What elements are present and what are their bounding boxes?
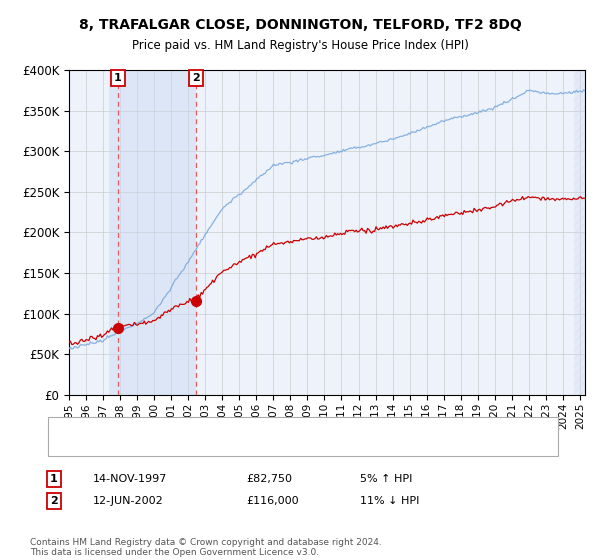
Text: HPI: Average price, detached house, Telford and Wrekin: HPI: Average price, detached house, Telf…: [102, 443, 379, 453]
Text: 2: 2: [192, 73, 200, 83]
Bar: [574, 70, 585, 395]
Text: £116,000: £116,000: [246, 496, 299, 506]
Bar: [109, 70, 196, 395]
Text: ────: ────: [60, 441, 90, 454]
Text: 1: 1: [50, 474, 58, 484]
Text: 14-NOV-1997: 14-NOV-1997: [93, 474, 167, 484]
Text: ────: ────: [60, 422, 90, 435]
Text: 5% ↑ HPI: 5% ↑ HPI: [360, 474, 412, 484]
Text: 8, TRAFALGAR CLOSE, DONNINGTON, TELFORD, TF2 8DQ (detached house): 8, TRAFALGAR CLOSE, DONNINGTON, TELFORD,…: [102, 423, 476, 433]
Text: 8, TRAFALGAR CLOSE, DONNINGTON, TELFORD, TF2 8DQ: 8, TRAFALGAR CLOSE, DONNINGTON, TELFORD,…: [79, 18, 521, 32]
Text: Price paid vs. HM Land Registry's House Price Index (HPI): Price paid vs. HM Land Registry's House …: [131, 39, 469, 53]
Text: 1: 1: [114, 73, 122, 83]
Text: £82,750: £82,750: [246, 474, 292, 484]
Text: 11% ↓ HPI: 11% ↓ HPI: [360, 496, 419, 506]
Text: 12-JUN-2002: 12-JUN-2002: [93, 496, 164, 506]
Text: Contains HM Land Registry data © Crown copyright and database right 2024.
This d: Contains HM Land Registry data © Crown c…: [30, 538, 382, 557]
Text: 2: 2: [50, 496, 58, 506]
